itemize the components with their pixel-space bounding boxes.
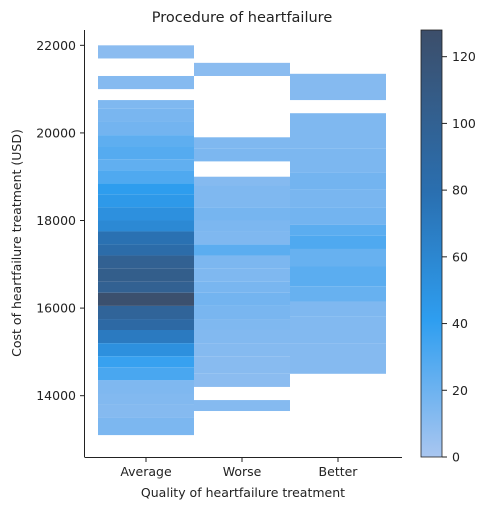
heatmap-cell-worse-8 xyxy=(194,244,290,256)
heatmap-cell-worse-10 xyxy=(194,268,290,282)
heatmap-cell-better-12 xyxy=(290,316,386,344)
y-tick-label: 20000 xyxy=(36,125,76,140)
colorbar-tick-label: 80 xyxy=(452,183,468,198)
heatmap-cell-worse-1 xyxy=(194,137,290,149)
heatmap-cell-average-12 xyxy=(98,220,194,232)
heatmap-cell-average-27 xyxy=(98,404,194,418)
heatmap-cell-worse-17 xyxy=(194,356,290,374)
colorbar-tick-label: 60 xyxy=(452,249,468,264)
heatmap-cell-average-1 xyxy=(98,75,194,90)
heatmap-cell-worse-3 xyxy=(194,176,290,186)
colorbar-tick-label: 20 xyxy=(452,383,468,398)
y-tick-label: 22000 xyxy=(36,38,76,53)
heatmap-cell-average-8 xyxy=(98,170,194,184)
heatmap-cell-better-1 xyxy=(290,113,386,149)
heatmap-cell-average-2 xyxy=(98,100,194,109)
colorbar-tick-label: 0 xyxy=(452,450,460,465)
heatmap-cell-average-18 xyxy=(98,292,194,306)
heatmap-cell-average-14 xyxy=(98,244,194,256)
heatmap-cell-better-0 xyxy=(290,73,386,101)
heatmap-cell-better-13 xyxy=(290,343,386,374)
y-tick-label: 18000 xyxy=(36,213,76,228)
heatmap-cell-worse-16 xyxy=(194,343,290,357)
heatmap-cell-average-0 xyxy=(98,45,194,59)
heatmap-cell-worse-12 xyxy=(194,292,290,306)
heatmap-cell-average-26 xyxy=(98,393,194,405)
heatmap-cell-average-11 xyxy=(98,207,194,221)
heatmap-cell-worse-19 xyxy=(194,400,290,412)
heatmap-cell-worse-18 xyxy=(194,373,290,387)
heatmap-cell-average-15 xyxy=(98,255,194,269)
y-tick-label: 16000 xyxy=(36,301,76,316)
x-ticks: Average Worse Better xyxy=(120,457,358,479)
heatmap-cell-average-7 xyxy=(98,159,194,171)
heatmap-cell-average-3 xyxy=(98,108,194,122)
heatmap-cell-worse-4 xyxy=(194,185,290,208)
heatmap-cell-average-10 xyxy=(98,194,194,208)
heatmap-cell-average-21 xyxy=(98,329,194,344)
y-ticks: 14000 16000 18000 20000 22000 xyxy=(36,38,85,403)
heatmap-cell-better-9 xyxy=(290,266,386,287)
heatmap-cell-average-22 xyxy=(98,343,194,357)
heatmap-cell-worse-0 xyxy=(194,62,290,76)
y-axis-label: Cost of heartfailure treatment (USD) xyxy=(9,129,24,357)
x-axis-label: Quality of heartfailure treatment xyxy=(141,485,345,500)
heatmap-cell-better-7 xyxy=(290,235,386,249)
heatmap-cell-average-24 xyxy=(98,367,194,381)
heatmap-cell-worse-13 xyxy=(194,305,290,320)
heatmap-cell-worse-2 xyxy=(194,148,290,162)
axes xyxy=(84,30,402,458)
heatmap-cell-worse-11 xyxy=(194,281,290,293)
heatmap-cell-worse-14 xyxy=(194,319,290,330)
heatmap-cell-worse-15 xyxy=(194,329,290,344)
heatmap-cell-average-5 xyxy=(98,135,194,147)
x-tick-label-worse: Worse xyxy=(223,464,262,479)
heatmap-cell-better-10 xyxy=(290,286,386,302)
colorbar-tick-label: 120 xyxy=(452,49,476,64)
x-tick-label-better: Better xyxy=(319,464,359,479)
heatmap-cell-average-16 xyxy=(98,268,194,282)
heatmap-cell-better-2 xyxy=(290,148,386,173)
heatmap-cell-worse-6 xyxy=(194,220,290,232)
heatmap-cell-worse-5 xyxy=(194,207,290,221)
colorbar-ticks: 0 20 40 60 80 100 120 xyxy=(442,49,476,465)
heatmap-cell-better-5 xyxy=(290,207,386,225)
heatmap-cell-average-20 xyxy=(98,319,194,330)
heatmap-cell-better-3 xyxy=(290,172,386,190)
heatmap-cell-worse-7 xyxy=(194,231,290,245)
heatmap-cell-average-6 xyxy=(98,146,194,160)
heatmap-cell-better-8 xyxy=(290,248,386,267)
colorbar-tick-label: 100 xyxy=(452,116,476,131)
y-tick-label: 14000 xyxy=(36,388,76,403)
heatmap-cell-average-17 xyxy=(98,281,194,293)
heatmap-cell-average-28 xyxy=(98,417,194,436)
heatmap-cells xyxy=(98,45,386,436)
heatmap-cell-worse-9 xyxy=(194,255,290,269)
heatmap-cell-average-19 xyxy=(98,305,194,320)
heatmap-cell-better-4 xyxy=(290,189,386,208)
heatmap-cell-average-13 xyxy=(98,231,194,245)
heatmap-cell-better-6 xyxy=(290,224,386,236)
heatmap-cell-average-9 xyxy=(98,183,194,195)
chart-title: Procedure of heartfailure xyxy=(152,10,333,26)
heatmap-cell-better-11 xyxy=(290,301,386,317)
colorbar-tick-label: 40 xyxy=(452,316,468,331)
heatmap-cell-average-4 xyxy=(98,121,194,136)
x-tick-label-average: Average xyxy=(120,464,172,479)
heatmap-cell-average-25 xyxy=(98,380,194,394)
colorbar xyxy=(420,29,443,458)
heatmap-cell-average-23 xyxy=(98,356,194,368)
